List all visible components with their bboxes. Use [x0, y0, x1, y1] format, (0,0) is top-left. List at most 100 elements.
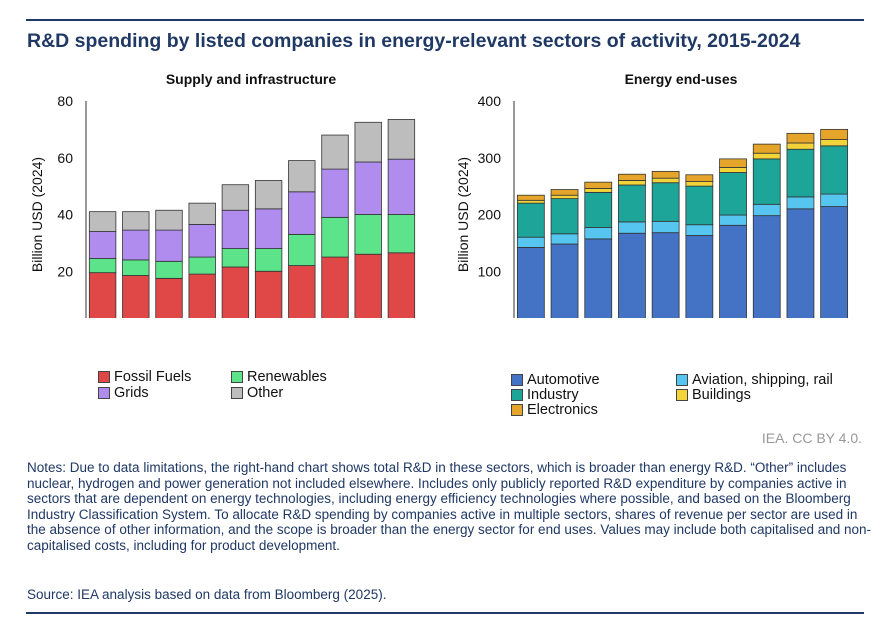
bar-segment — [221, 184, 250, 211]
y-tick-label: 40 — [57, 207, 73, 223]
bar-segment — [651, 220, 680, 234]
bar-segment — [155, 229, 183, 262]
legend-swatch — [511, 404, 523, 416]
bar-segment — [685, 224, 714, 236]
legend-swatch — [98, 387, 110, 399]
legend-swatch — [511, 374, 523, 386]
bar-segment — [516, 194, 545, 201]
bar-segment — [387, 119, 416, 160]
bar-segment — [387, 252, 416, 318]
bar-segment — [820, 206, 849, 318]
bar-segment — [820, 139, 849, 147]
bar-segment — [651, 232, 680, 318]
bar-segment — [516, 199, 545, 204]
bar-segment — [752, 215, 781, 318]
bar-segment — [221, 266, 250, 318]
bar-segment — [584, 238, 613, 318]
chart-supply-infrastructure: Supply and infrastructure Billion USD (20… — [29, 71, 416, 318]
bar-segment — [651, 170, 680, 179]
bar-segment — [550, 243, 579, 318]
legend-label: Aviation, shipping, rail — [692, 372, 833, 388]
bar-segment — [550, 198, 579, 235]
bar-segment — [254, 270, 283, 318]
bar-segment — [584, 187, 613, 193]
bar-segment — [685, 181, 714, 187]
bar-segment — [354, 214, 382, 255]
bar-segment — [321, 256, 349, 318]
bar-segment — [221, 248, 250, 268]
legend-swatch — [676, 389, 688, 401]
bar-segment — [752, 143, 781, 154]
legend-item-other: Other — [231, 385, 283, 401]
legend-label: Industry — [527, 387, 579, 403]
legend-swatch — [511, 389, 523, 401]
bar-segment — [88, 211, 117, 232]
bar-segment — [288, 191, 316, 235]
legend-swatch — [98, 371, 110, 383]
legend-label: Electronics — [527, 402, 598, 418]
bar-segment — [752, 203, 781, 217]
chart-title: Energy end-uses — [625, 71, 738, 87]
bar-segment — [88, 272, 117, 318]
bar-segment — [618, 221, 646, 234]
bar-segment — [254, 208, 283, 249]
legend-item-automotive: Automotive — [511, 372, 600, 388]
bar-segment — [618, 232, 646, 318]
y-tick-label: 60 — [57, 150, 73, 166]
legend-item-fossil-fuels: Fossil Fuels — [98, 369, 191, 385]
bar-segment — [719, 166, 747, 173]
bar-segment — [719, 224, 747, 318]
legend-item-renewables: Renewables — [231, 369, 327, 385]
bar-segment — [321, 168, 349, 218]
legend-label: Fossil Fuels — [114, 369, 192, 385]
bar-segment — [618, 184, 646, 223]
bar-segment — [88, 258, 117, 274]
legend-label: Other — [247, 385, 284, 401]
bottom-rule — [26, 612, 864, 614]
legend-label: Automotive — [527, 372, 600, 388]
bar-segment — [155, 209, 183, 231]
bar-segment — [618, 180, 646, 186]
bar-segment — [786, 142, 815, 150]
credit-license: IEA. CC BY 4.0. — [761, 430, 862, 446]
bar-segment — [550, 194, 579, 200]
legend-item-industry: Industry — [511, 387, 579, 403]
bar-segment — [188, 202, 216, 225]
bar-segment — [122, 211, 150, 231]
bar-segment — [786, 208, 815, 318]
bar-segment — [122, 259, 150, 276]
bar-segment — [188, 256, 216, 275]
bar-segment — [820, 145, 849, 195]
bar-segment — [651, 182, 680, 222]
bar-segment — [550, 233, 579, 245]
bar-segment — [221, 209, 250, 249]
legend-label: Buildings — [692, 387, 751, 403]
legend-swatch — [676, 374, 688, 386]
bar-segment — [254, 248, 283, 272]
bar-segment — [685, 185, 714, 226]
legend-item-electronics: Electronics — [511, 402, 598, 418]
source-text: Source: IEA analysis based on data from … — [27, 587, 387, 602]
bar-segment — [321, 134, 349, 170]
bar-segment — [387, 158, 416, 215]
bar-segment — [188, 224, 216, 258]
bar-segment — [516, 247, 545, 318]
bar-segment — [584, 191, 613, 228]
y-tick-label: 200 — [478, 207, 502, 223]
bar-segment — [651, 177, 680, 184]
legend-item-aviation: Aviation, shipping, rail — [676, 372, 833, 388]
bar-segment — [155, 277, 183, 318]
bar-segment — [354, 161, 382, 215]
legend-swatch — [231, 371, 243, 383]
bar-segment — [786, 132, 815, 144]
bar-segment — [122, 275, 150, 318]
bar-segment — [550, 189, 579, 196]
notes-text: Notes: Due to data limitations, the righ… — [27, 460, 872, 553]
legend-item-grids: Grids — [98, 385, 149, 401]
bar-segment — [752, 152, 781, 160]
bar-segment — [321, 216, 349, 258]
bar-segment — [752, 158, 781, 205]
bar-segment — [288, 160, 316, 193]
y-axis-label: Billion USD (2024) — [455, 157, 471, 272]
